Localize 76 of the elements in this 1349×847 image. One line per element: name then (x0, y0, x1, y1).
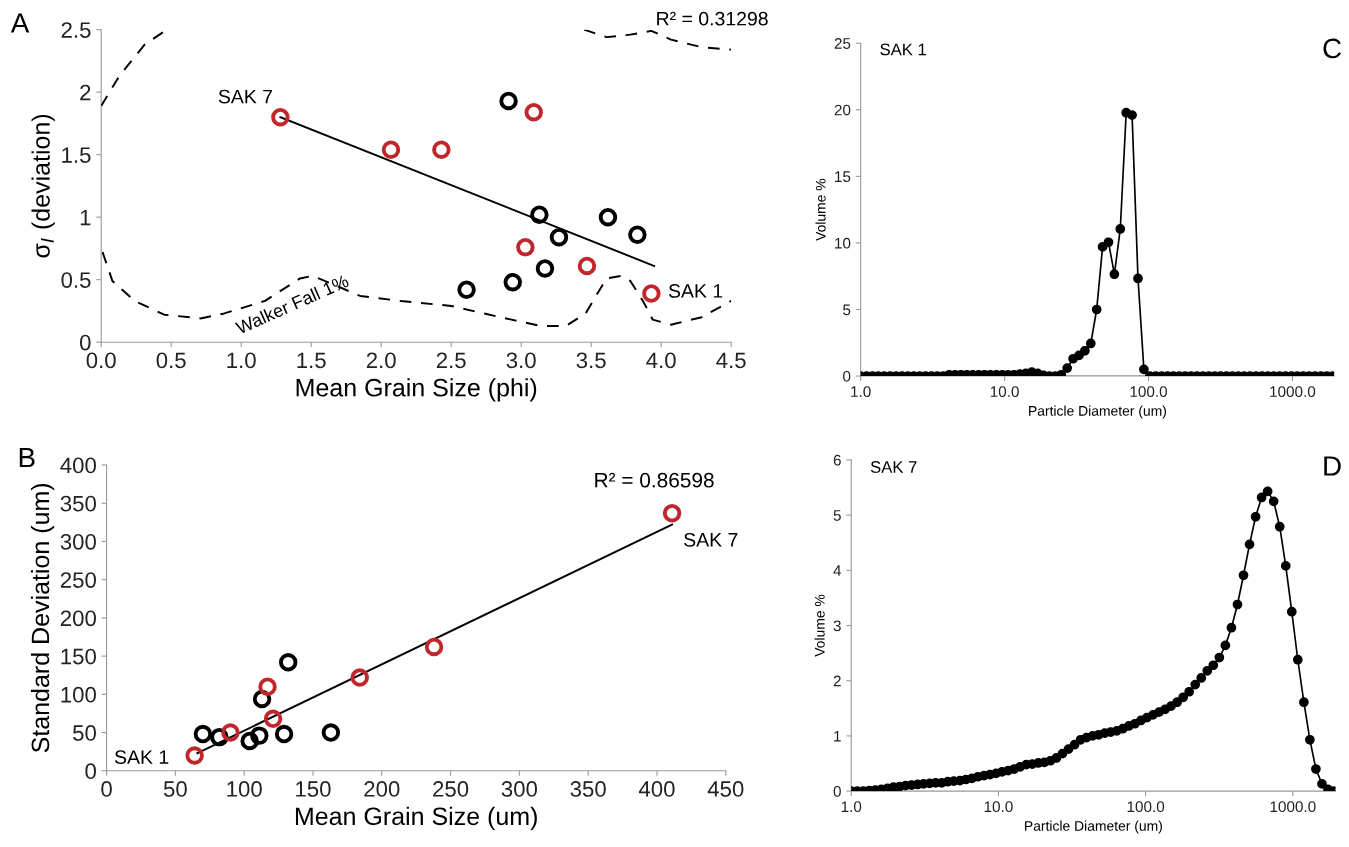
x-tick-label: 4.0 (646, 352, 676, 369)
x-tick-label: 3.0 (506, 352, 536, 369)
x-tick-label: 1.0 (841, 801, 862, 813)
y-tick-label: 20 (834, 104, 851, 116)
annotation: SAK 1 (880, 43, 926, 56)
y-tick-label: 6 (833, 454, 841, 466)
y-tick-label: 4 (833, 565, 842, 576)
x-axis-title: Mean Grain Size (um) (295, 806, 537, 831)
y-tick-label: 5 (833, 510, 841, 521)
x-tick-label: 50 (163, 781, 187, 797)
y-tick-label: 1.5 (62, 147, 91, 163)
y-tick-label: 0 (79, 334, 91, 351)
y-axis-title: Volume % (814, 594, 825, 657)
x-axis-title: Particle Diameter (um) (1025, 820, 1162, 834)
y-tick-label: 3 (833, 620, 841, 632)
x-tick-label: 10.0 (984, 801, 1013, 813)
y-tick-label: 50 (73, 725, 96, 741)
y-tick-label: 0 (843, 370, 851, 382)
x-tick-label: 400 (638, 781, 675, 797)
text: A (10, 13, 30, 33)
x-tick-label: 10.0 (990, 386, 1019, 398)
y-axis-title: Volume % (815, 178, 826, 241)
annotation: Walker Fall 1% (234, 273, 350, 335)
x-tick-label: 0.5 (156, 352, 186, 369)
y-tick-label: 15 (835, 171, 851, 183)
y-tick-label: 350 (60, 495, 96, 512)
annotation: R² = 0.86598 (595, 472, 714, 488)
x-tick-label: 450 (707, 781, 744, 797)
y-tick-label: 0.5 (61, 272, 91, 288)
annotation: SAK 1 (668, 284, 723, 298)
x-tick-label: 350 (570, 781, 606, 797)
x-tick-label: 250 (433, 781, 469, 797)
annotation: SAK 1 (114, 750, 169, 765)
x-tick-label: 150 (296, 781, 331, 797)
annotation: SAK 7 (870, 461, 917, 473)
y-tick-label: 1 (834, 730, 841, 742)
x-tick-label: 1.5 (297, 352, 326, 369)
y-tick-label: 300 (60, 533, 96, 550)
x-tick-label: 1.0 (851, 386, 871, 398)
annotation: SAK 7 (684, 532, 738, 547)
x-tick-label: 4.5 (716, 352, 746, 369)
y-tick-label: 400 (60, 457, 96, 474)
x-tick-label: 2.0 (366, 352, 396, 369)
x-tick-label: 300 (501, 781, 538, 797)
text: R² = 0.31298 (657, 11, 768, 26)
y-tick-label: 5 (843, 304, 851, 316)
x-tick-label: 2.5 (436, 352, 466, 369)
annotation: C (1323, 38, 1342, 59)
y-tick-label: 100 (61, 686, 96, 703)
y-tick-label: 200 (60, 610, 96, 627)
y-tick-label: 10 (835, 237, 851, 249)
x-tick-label: 200 (364, 781, 400, 797)
x-tick-label: 0.0 (86, 352, 116, 369)
x-tick-label: 100 (227, 781, 262, 797)
x-tick-label: 0 (101, 781, 112, 797)
annotation: D (1324, 456, 1341, 476)
y-axis-title: Standard Deviation (um) (30, 483, 55, 753)
x-tick-label: 1000.0 (1270, 801, 1316, 813)
y-tick-label: 2 (833, 675, 841, 687)
y-tick-label: 250 (60, 572, 96, 588)
y-axis-title: σ$_{I}$ (deviation) (31, 114, 55, 258)
x-tick-label: 100.0 (1130, 386, 1168, 398)
y-tick-label: 150 (61, 648, 96, 665)
y-tick-label: 2.5 (61, 22, 91, 38)
text: B (19, 447, 35, 468)
y-tick-label: 1 (80, 209, 91, 226)
x-axis-title: Mean Grain Size (phi) (296, 378, 537, 402)
x-tick-label: 1.0 (227, 352, 256, 369)
annotation: SAK 7 (218, 89, 273, 104)
x-tick-label: 100.0 (1127, 801, 1165, 813)
x-tick-label: 3.5 (576, 352, 606, 369)
y-tick-label: 2 (80, 84, 91, 101)
y-tick-label: 25 (834, 38, 851, 49)
x-tick-label: 1000.0 (1270, 386, 1316, 398)
y-tick-label: 0 (85, 763, 96, 780)
x-axis-title: Particle Diameter (um) (1029, 405, 1167, 419)
